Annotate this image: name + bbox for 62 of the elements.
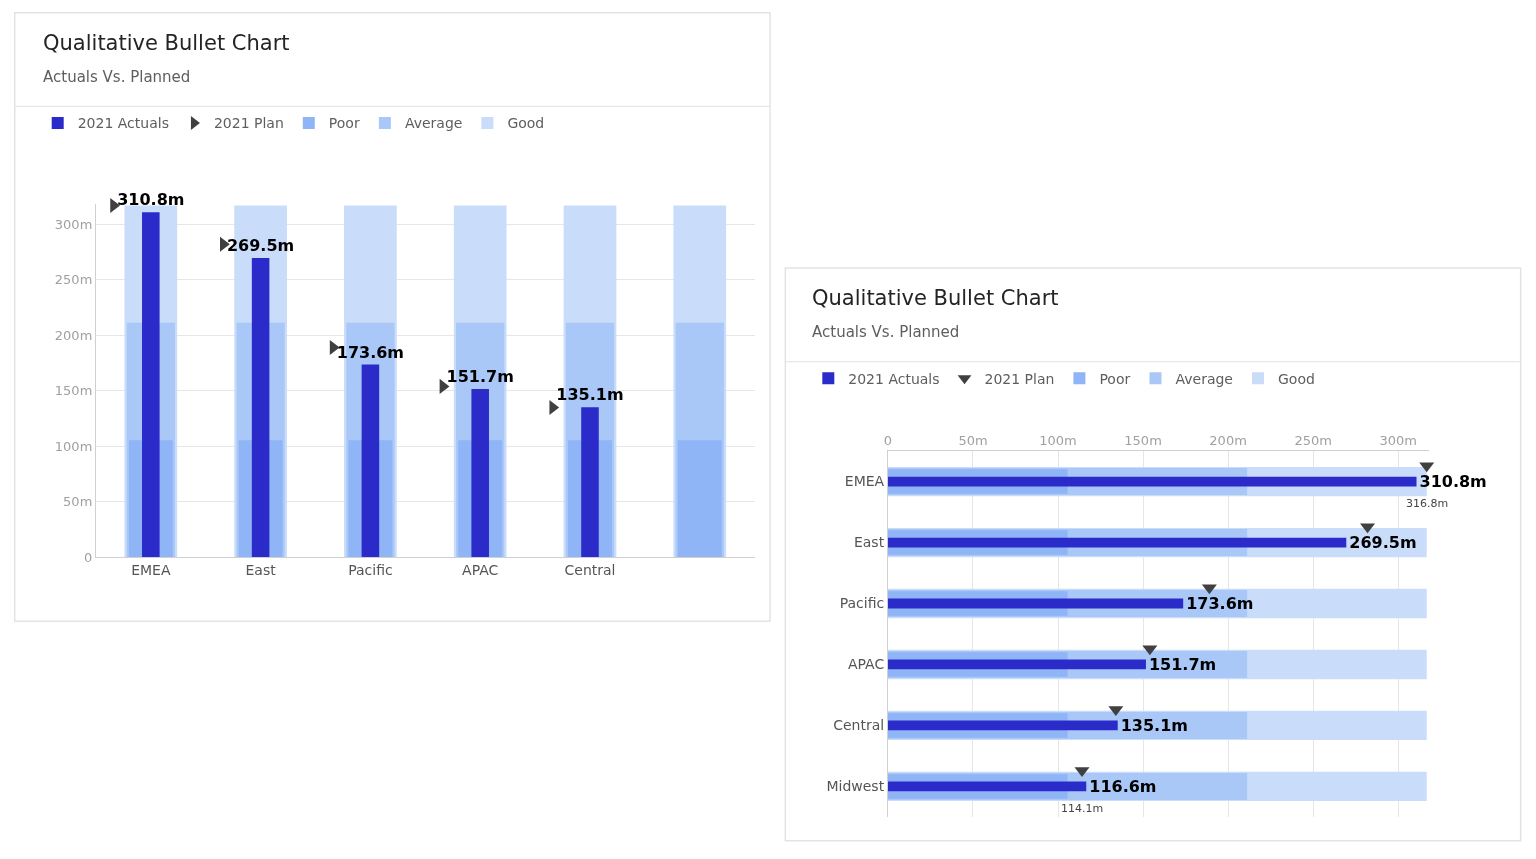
legend-label: 2021 Actuals — [77, 115, 169, 132]
bar — [887, 476, 1417, 487]
x-tick-label: East — [245, 562, 277, 579]
legend-label: Good — [507, 115, 545, 132]
x-tick-label: Central — [564, 562, 616, 579]
bar — [142, 212, 160, 558]
y-tick-label: 200m — [54, 327, 93, 343]
bar — [887, 659, 1146, 670]
y-tick-label: EMEA — [844, 473, 885, 490]
y-tick-label: APAC — [847, 656, 885, 673]
legend-label: Average — [1175, 370, 1233, 387]
legend-label: 2021 Plan — [213, 115, 284, 132]
y-tick-label: Pacific — [839, 595, 885, 612]
annotation: 316.8m — [1406, 497, 1449, 510]
data-label: 310.8m — [1419, 472, 1487, 492]
data-label: 116.6m — [1089, 776, 1157, 796]
x-tick-label: Pacific — [348, 562, 393, 579]
bar — [887, 720, 1118, 731]
y-tick-label: Central — [833, 717, 885, 734]
x-tick-label: 50m — [958, 432, 988, 448]
y-tick-label: Midwest — [826, 778, 885, 795]
y-tick-label: East — [853, 534, 885, 551]
y-tick-label: 50m — [63, 494, 93, 510]
x-tick-label: 200m — [1209, 432, 1247, 448]
x-tick-label: 300m — [1379, 432, 1417, 448]
bar — [251, 258, 270, 558]
x-tick-label: 150m — [1124, 432, 1162, 448]
legend-label: Average — [404, 115, 463, 132]
bar — [361, 364, 380, 558]
data-label: 269.5m — [226, 236, 295, 256]
y-tick-label: 0 — [84, 549, 93, 565]
data-label: 269.5m — [1349, 533, 1417, 553]
legend-label: 2021 Plan — [984, 370, 1055, 387]
data-label: 173.6m — [336, 342, 405, 362]
bar — [677, 440, 722, 558]
bar — [581, 407, 599, 558]
y-tick-label: 250m — [54, 272, 93, 288]
chart-title: Qualitative Bullet Chart — [43, 31, 290, 55]
data-label: 135.1m — [556, 385, 624, 405]
x-tick-label: APAC — [462, 562, 499, 579]
legend-label: Good — [1277, 370, 1315, 387]
data-label: 310.8m — [117, 190, 185, 210]
y-tick-label: 150m — [54, 383, 93, 399]
data-label: 173.6m — [1186, 594, 1254, 613]
x-tick-label: 100m — [1039, 432, 1077, 448]
legend-label: Poor — [328, 115, 360, 132]
y-tick-label: 300m — [54, 216, 93, 232]
bar — [471, 388, 489, 558]
bar — [887, 598, 1184, 609]
data-label: 151.7m — [446, 366, 514, 386]
bar — [887, 781, 1087, 792]
x-tick-label: EMEA — [131, 562, 171, 579]
chart-title: Qualitative Bullet Chart — [812, 286, 1059, 310]
legend-label: 2021 Actuals — [848, 370, 940, 387]
data-label: 151.7m — [1148, 654, 1217, 674]
chart-subtitle: Actuals Vs. Planned — [43, 68, 191, 86]
bar — [887, 537, 1347, 548]
chart-subtitle: Actuals Vs. Planned — [812, 323, 960, 341]
legend-label: Poor — [1099, 370, 1131, 387]
data-label: 135.1m — [1120, 715, 1188, 735]
annotation: 114.1m — [1061, 802, 1104, 815]
x-tick-label: 250m — [1294, 432, 1332, 448]
